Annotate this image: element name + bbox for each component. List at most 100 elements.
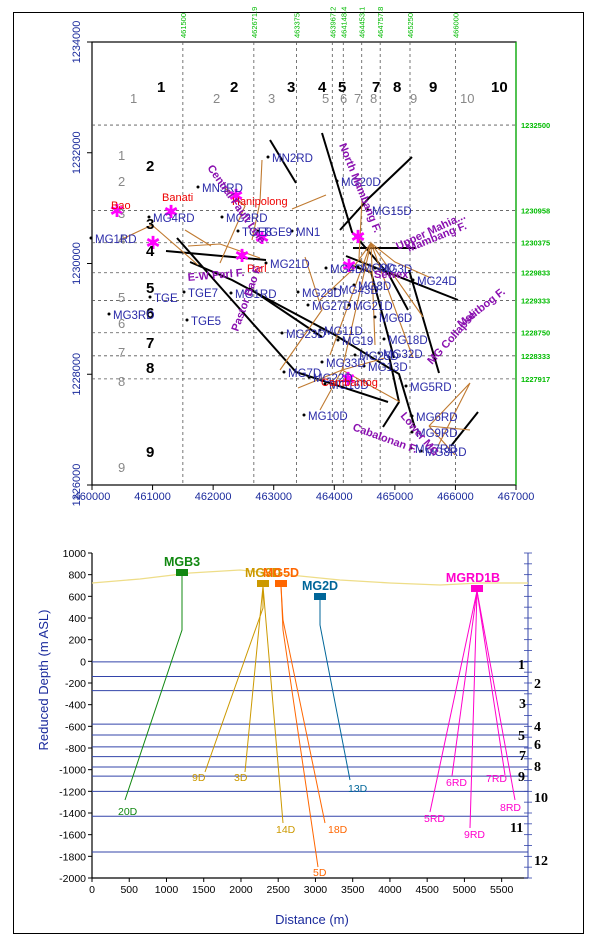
well-marker — [282, 370, 286, 374]
well-pad — [471, 585, 483, 592]
well-label: MG8RD — [425, 447, 467, 459]
map-top-tick-label: 464148.4 — [339, 7, 348, 38]
fault-line — [339, 156, 413, 231]
map-col-number: 2 — [230, 79, 238, 96]
map-y-tick-label: 1234000 — [71, 21, 83, 64]
map-row-number-grey: 1 — [118, 148, 125, 163]
layer-number: 7 — [519, 749, 526, 764]
map-top-tick-label: 461500 — [179, 13, 188, 38]
map-top-tick-label: 464757.8 — [376, 7, 385, 38]
well-depth-label: 6RD — [446, 777, 467, 789]
profile-x-tick-label: 1000 — [155, 884, 179, 896]
well-label: MG21D — [353, 301, 393, 313]
map-col-number-grey: 10 — [460, 91, 474, 106]
well-pad — [176, 569, 188, 576]
well-depth-label: 3D — [234, 772, 248, 784]
map-x-tick-label: 467000 — [498, 491, 535, 503]
well-label: MG19 — [342, 336, 373, 348]
well-track — [187, 243, 261, 259]
profile-x-tick-label: 4500 — [415, 884, 439, 896]
profile-x-tick-label: 2500 — [267, 884, 291, 896]
well-marker — [229, 291, 233, 295]
well-depth-label: 14D — [276, 824, 296, 836]
well-label: MG27D — [312, 301, 352, 313]
profile-y-tick-label: 1000 — [63, 548, 87, 560]
well-marker — [220, 215, 224, 219]
map-x-tick-label: 466000 — [437, 491, 474, 503]
well-marker — [302, 413, 306, 417]
well-pad — [314, 593, 326, 600]
fault-label: MG Collapse — [425, 309, 478, 367]
star-marker: ✱ — [341, 256, 356, 276]
map-labels: 1 2 3 4 5 7 8 9 101 2 3 5 6 7 8 9 1023456789123456789MN2… — [95, 79, 508, 475]
star-marker: ✱ — [340, 369, 355, 389]
well-marker — [318, 328, 322, 332]
well-label: MG29D — [302, 288, 342, 300]
map-right-tick-label: 1227917 — [521, 375, 550, 384]
well-marker — [411, 278, 415, 282]
profile-y-tick-label: 0 — [80, 656, 86, 668]
layer-number: 5 — [518, 729, 525, 744]
well-label: MG3RD — [113, 310, 155, 322]
place-label: Hanipolong — [232, 196, 288, 208]
well-marker — [307, 375, 311, 379]
pad-label: MG5D — [263, 566, 299, 580]
well-marker — [336, 338, 340, 342]
well-label: MG11D — [324, 326, 363, 338]
well-track — [251, 159, 263, 241]
well-marker — [185, 318, 189, 322]
map-row-number: 5 — [146, 280, 154, 297]
map-axis: 460000 461000 462000 463000 464000 465000 4660… — [71, 7, 550, 507]
well-track — [329, 242, 372, 356]
well-depth-label: 8RD — [500, 802, 521, 814]
map-right-tick-label: 1230375 — [521, 239, 550, 248]
star-marker: ✱ — [228, 186, 243, 206]
map-y-tick-label: 1226000 — [71, 464, 83, 507]
map-y-tick-label: 1230000 — [71, 242, 83, 285]
map-row-number: 6 — [146, 305, 154, 322]
map-x-tick-label: 461000 — [134, 491, 171, 503]
map-row-number: 7 — [146, 335, 154, 352]
well-label: MG4RD — [153, 213, 195, 225]
well-marker — [353, 353, 357, 357]
map-col-number-grey: 5 — [322, 91, 329, 106]
map-row-number: 8 — [146, 360, 154, 377]
well-track — [341, 369, 401, 403]
figure-frame — [13, 12, 584, 934]
map-right-tick-label: 1228750 — [521, 329, 550, 338]
map-row-number-grey: 7 — [118, 345, 125, 360]
map-y-tick-label: 1232000 — [71, 131, 83, 174]
well-marker — [256, 229, 260, 233]
map-x-tick-label: 465000 — [376, 491, 413, 503]
well-track — [341, 241, 414, 371]
well-track — [119, 224, 199, 266]
map-row-number-grey: 4 — [118, 232, 125, 247]
well-label: MG5RD — [410, 382, 452, 394]
well-marker — [373, 315, 377, 319]
profile-x-tick-label: 5000 — [453, 884, 477, 896]
well-marker — [264, 261, 268, 265]
profile-x-tick-label: 1500 — [192, 884, 216, 896]
map-col-number: 1 — [157, 79, 165, 96]
well-trace — [451, 590, 478, 777]
well-track — [279, 256, 323, 371]
pad-label: MGB3 — [164, 555, 200, 569]
well-trace — [469, 590, 478, 829]
profile-y-tick-label: -1000 — [59, 765, 86, 777]
map-col-number-grey: 2 — [213, 91, 220, 106]
map-col-number: 10 — [491, 79, 508, 96]
layer-number: 3 — [519, 697, 526, 712]
map-right-tick-label: 1229333 — [521, 296, 550, 305]
well-marker — [296, 290, 300, 294]
map-top-tick-label: 464453.1 — [358, 7, 367, 38]
well-marker — [373, 266, 377, 270]
map-col-number: 9 — [429, 79, 437, 96]
well-marker — [280, 331, 284, 335]
well-label: MG3D — [379, 264, 412, 276]
star-marker: ✱ — [109, 201, 124, 221]
map-col-number-grey: 8 — [370, 91, 377, 106]
map-right-tick-label: 1230958 — [521, 206, 550, 215]
well-label: MG13D — [368, 362, 408, 374]
profile-y-tick-label: -800 — [65, 743, 86, 755]
